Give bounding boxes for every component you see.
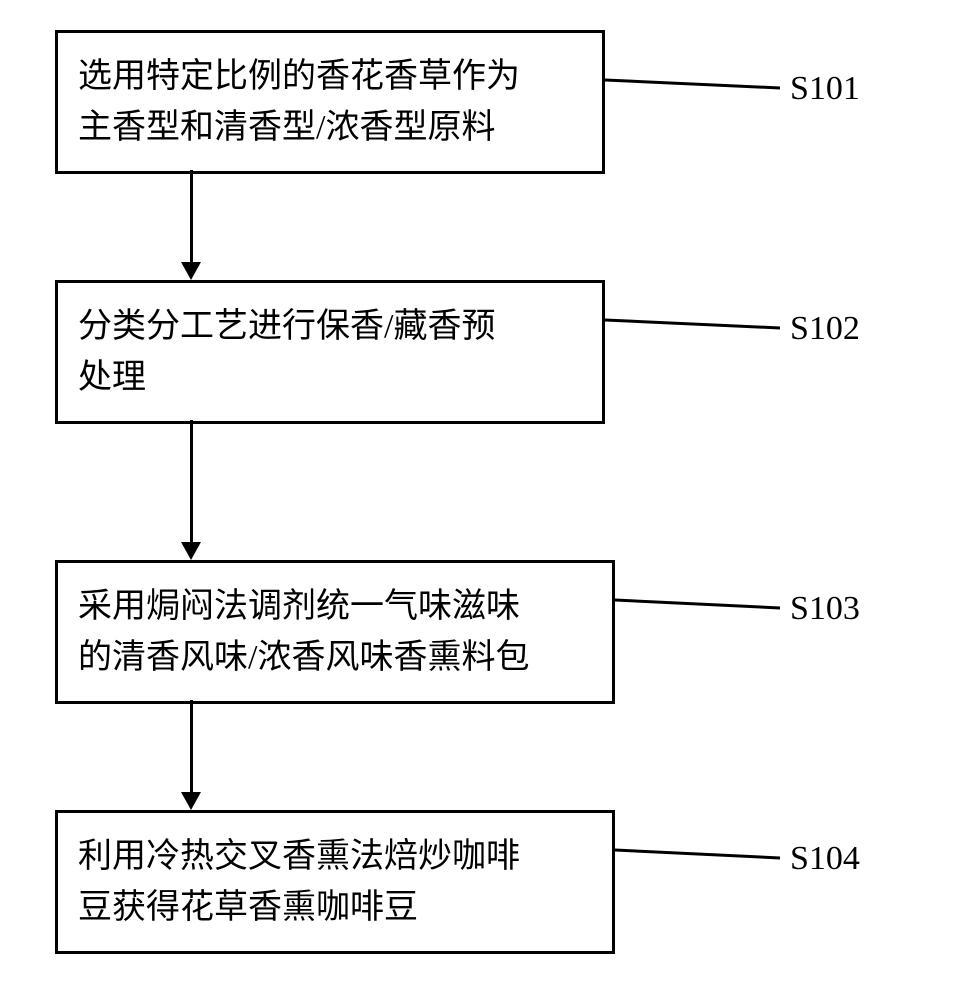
step-text-2: 分类分工艺进行保香/藏香预 处理 — [78, 301, 582, 403]
step-box-2: 分类分工艺进行保香/藏香预 处理 — [55, 280, 605, 424]
connector-1 — [605, 70, 790, 100]
connector-3 — [615, 590, 790, 620]
step-box-4: 利用冷热交叉香熏法焙炒咖啡 豆获得花草香熏咖啡豆 — [55, 810, 615, 954]
step-label-2: S102 — [790, 310, 860, 348]
step-text-4: 利用冷热交叉香熏法焙炒咖啡 豆获得花草香熏咖啡豆 — [78, 831, 592, 933]
step-text-3: 采用焗闷法调剂统一气味滋味 的清香风味/浓香风味香熏料包 — [78, 581, 592, 683]
step-box-1: 选用特定比例的香花香草作为 主香型和清香型/浓香型原料 — [55, 30, 605, 174]
step-label-3: S103 — [790, 590, 860, 628]
arrow-head-3 — [181, 792, 201, 810]
step-text-1: 选用特定比例的香花香草作为 主香型和清香型/浓香型原料 — [78, 51, 582, 153]
connector-4 — [615, 840, 790, 870]
step-label-4: S104 — [790, 840, 860, 878]
arrow-line-2 — [190, 420, 193, 542]
step-box-3: 采用焗闷法调剂统一气味滋味 的清香风味/浓香风味香熏料包 — [55, 560, 615, 704]
arrow-line-3 — [190, 700, 193, 792]
arrow-head-2 — [181, 542, 201, 560]
step-label-1: S101 — [790, 70, 860, 108]
arrow-line-1 — [190, 170, 193, 262]
connector-2 — [605, 310, 790, 340]
arrow-head-1 — [181, 262, 201, 280]
